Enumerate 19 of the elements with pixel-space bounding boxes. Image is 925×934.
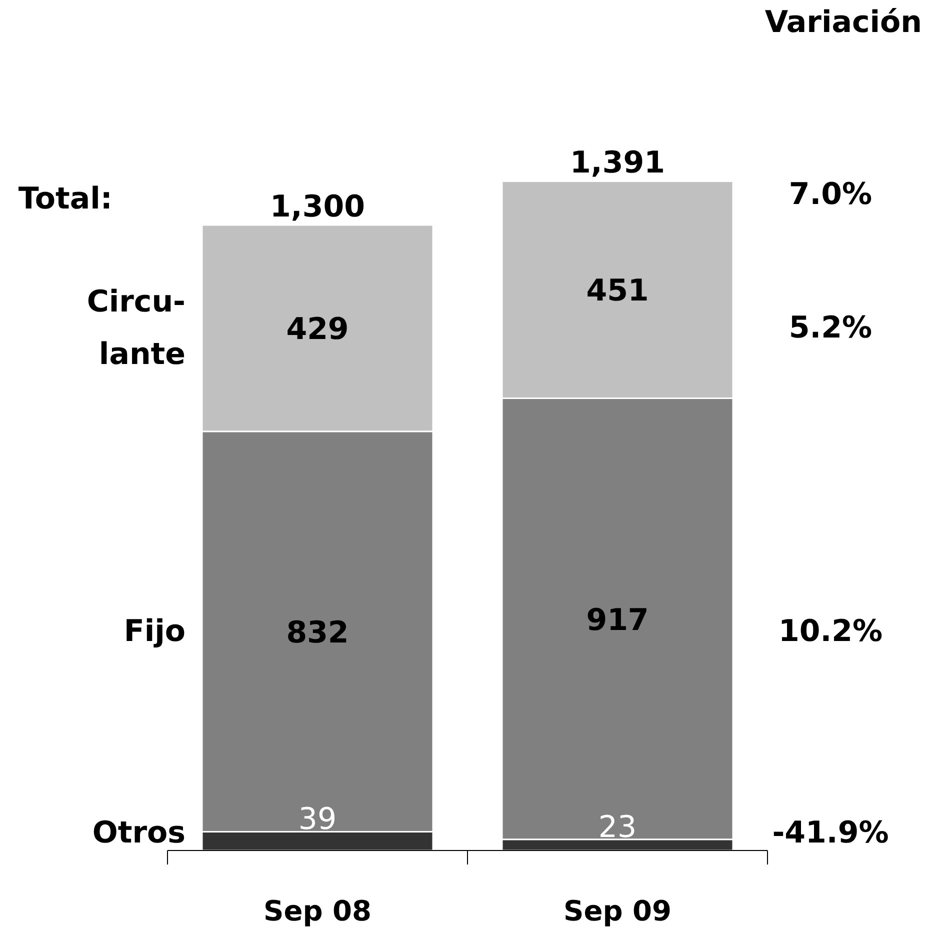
data-label: 451 — [586, 274, 649, 309]
text: 7.0% — [788, 177, 872, 212]
text: Variación — [764, 4, 922, 40]
data-label: 832 — [286, 616, 349, 651]
data-label: 429 — [286, 312, 349, 348]
total-label: 1,391 — [570, 146, 665, 181]
text: 10.2% — [778, 614, 883, 650]
series-label: Otros — [92, 816, 186, 850]
series-label: Fijo — [124, 614, 186, 650]
data-label: 39 — [298, 802, 337, 838]
text: -41.9% — [772, 816, 889, 850]
text: 5.2% — [788, 310, 872, 346]
x-tick-label: Sep 09 — [564, 894, 672, 928]
text: Total: — [18, 181, 112, 216]
data-label: 23 — [598, 810, 637, 845]
total-label: 1,300 — [270, 189, 365, 224]
data-label: 917 — [586, 602, 649, 638]
x-tick-label: Sep 08 — [264, 894, 372, 928]
series-label: Circu- lante — [86, 284, 186, 372]
